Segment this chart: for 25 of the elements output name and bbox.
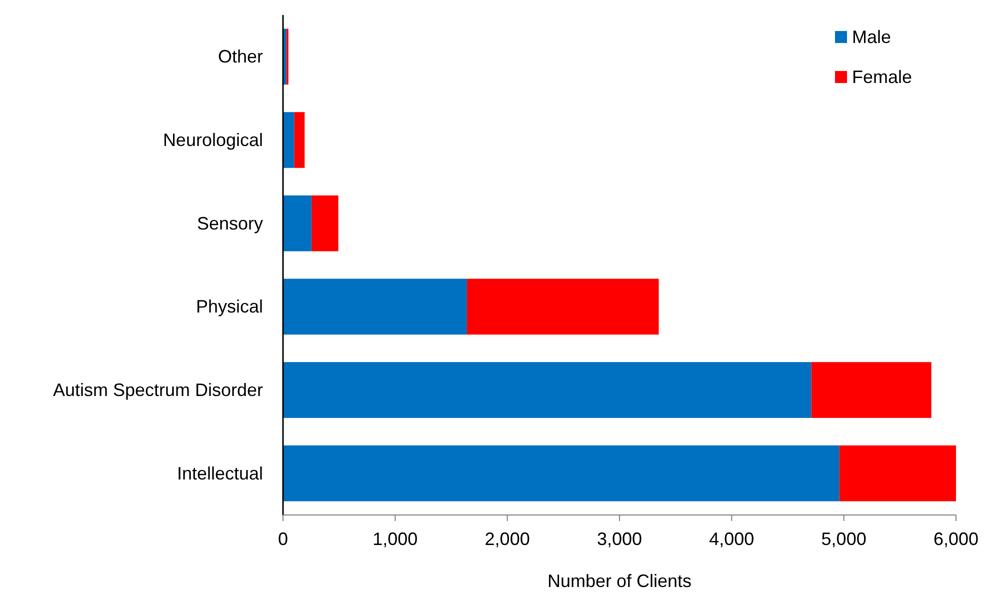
bar (283, 362, 812, 418)
bar (283, 445, 840, 502)
y-tick-label: Physical (196, 296, 263, 317)
y-tick-label: Intellectual (176, 463, 263, 484)
bar (294, 112, 305, 168)
bar (811, 362, 932, 418)
x-tick-label: 1,000 (372, 529, 418, 549)
legend-label: Male (852, 27, 892, 47)
x-tick-label: 5,000 (821, 529, 866, 549)
x-tick-label: 3,000 (596, 529, 642, 549)
bar (283, 195, 312, 252)
y-tick-label: Other (218, 46, 263, 67)
legend-label: Female (852, 67, 912, 87)
x-tick-label: 2,000 (484, 529, 530, 549)
bar (839, 445, 956, 502)
bar (283, 278, 467, 335)
y-tick-label: Neurological (162, 130, 263, 150)
x-tick-label: 6,000 (933, 529, 979, 549)
x-tick-label: 4,000 (709, 529, 754, 549)
bar (466, 278, 659, 335)
y-tick-label: Sensory (196, 213, 263, 234)
bar (312, 195, 338, 252)
x-tick-label: 0 (278, 529, 288, 549)
y-tick-label: Autism Spectrum Disorder (52, 380, 263, 400)
x-axis-title: Number of Clients (547, 571, 692, 591)
